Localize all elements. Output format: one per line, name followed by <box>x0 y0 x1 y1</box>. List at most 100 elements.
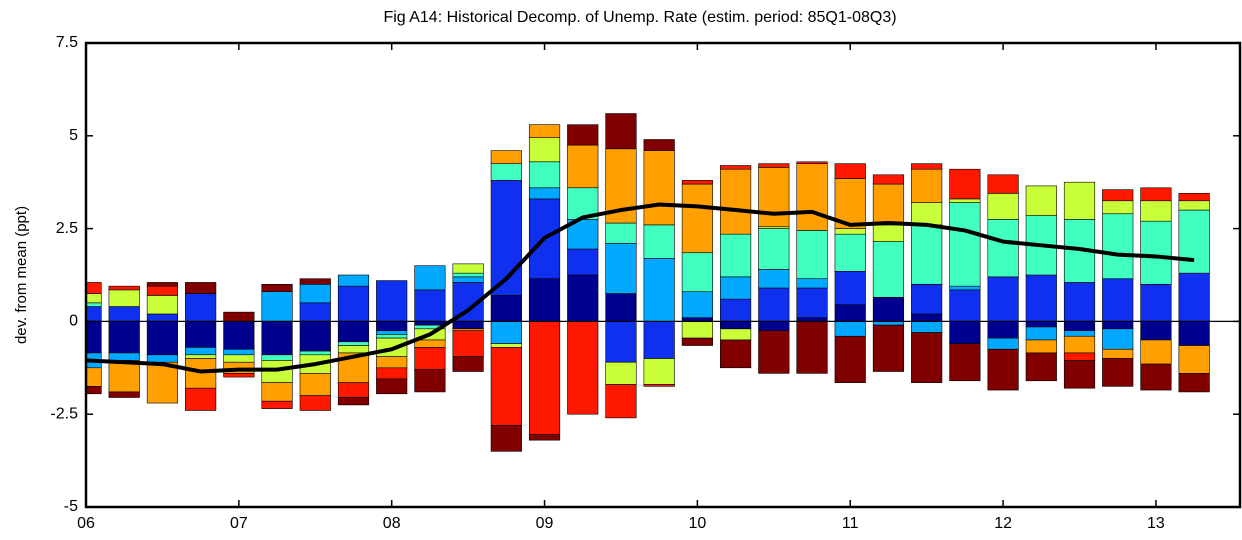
bar-segment <box>605 113 637 150</box>
bar-segment <box>452 356 484 372</box>
x-tick-label: 10 <box>688 515 706 532</box>
bar-segment <box>834 335 866 383</box>
bar-segment <box>796 321 828 374</box>
bar-segment <box>1178 200 1210 211</box>
bar-segment <box>146 321 179 356</box>
y-tick-label: -2.5 <box>50 405 78 422</box>
bar-segment <box>223 348 255 356</box>
bar-segment <box>872 224 905 242</box>
bar-segment <box>528 124 561 138</box>
bar-segment <box>758 330 790 374</box>
bar-segment <box>567 274 599 322</box>
y-tick-label: 7.5 <box>56 34 78 51</box>
bar-segment <box>720 328 752 341</box>
bar-segment <box>949 198 981 203</box>
bar-segment <box>414 347 446 370</box>
bar-segment <box>681 183 713 254</box>
bar-segment <box>261 283 293 293</box>
bar-segment <box>720 298 752 322</box>
bar-segment <box>758 287 790 322</box>
bar-segment <box>1102 358 1134 387</box>
bar-segment <box>490 295 522 322</box>
bar-segment <box>681 252 713 293</box>
bar-segment <box>185 358 217 389</box>
bar-segment <box>987 193 1019 220</box>
bar-segment <box>299 302 331 322</box>
x-tick-label: 11 <box>842 515 859 532</box>
bar-segment <box>1025 185 1057 216</box>
bar-segment <box>337 274 370 287</box>
bar-segment <box>987 174 1019 194</box>
bar-segment <box>720 168 752 235</box>
bar-segment <box>1140 363 1172 391</box>
x-tick-label: 06 <box>77 515 95 532</box>
bar-segment <box>1102 321 1134 330</box>
bar-segment <box>758 167 790 228</box>
bar-segment <box>605 384 637 419</box>
bar-segment <box>1140 200 1172 222</box>
bar-segment <box>872 241 905 298</box>
bar-segment <box>1063 352 1096 361</box>
bar-segment <box>567 124 599 146</box>
bar-segment <box>1063 335 1096 354</box>
bar-segment <box>643 257 675 322</box>
y-tick-label: -5 <box>64 498 78 515</box>
bar-segment <box>720 233 752 278</box>
bar-segment <box>643 384 675 387</box>
bar-segment <box>911 168 943 203</box>
bar-segment <box>872 324 905 372</box>
bar-segment <box>108 285 140 291</box>
bar-segment <box>796 278 828 289</box>
bar-segment <box>1063 330 1096 337</box>
bar-segment <box>452 330 484 357</box>
bar-segment <box>834 321 866 337</box>
x-tick-label: 09 <box>536 515 554 532</box>
bar-segment <box>528 187 561 200</box>
y-tick-label: 0 <box>69 313 78 330</box>
bar-segment <box>299 373 331 396</box>
bar-segment <box>1178 373 1210 393</box>
y-axis-title: dev. from mean (ppt) <box>13 206 30 344</box>
bar-segment <box>1178 345 1210 374</box>
bar-segment <box>376 321 408 331</box>
bar-segment <box>299 395 331 411</box>
bar-segment <box>108 306 140 322</box>
bar-segment <box>949 202 981 287</box>
bar-segment <box>911 313 943 322</box>
bar-segment <box>834 163 866 179</box>
bar-segment <box>834 304 866 322</box>
bar-segment <box>911 332 943 383</box>
bar-segment <box>720 321 752 330</box>
bar-segment <box>528 321 561 435</box>
bar-segment <box>414 369 446 393</box>
bar-segment <box>681 291 713 318</box>
bar-segment <box>223 373 255 378</box>
bar-segment <box>605 222 637 244</box>
bar-segment <box>1102 278 1134 322</box>
bar-segment <box>796 287 828 318</box>
bar-segment <box>1025 339 1057 354</box>
bar-segment <box>643 224 675 259</box>
bar-segment <box>299 283 331 304</box>
bar-segment <box>185 387 217 411</box>
bar-segment <box>185 282 217 294</box>
bar-segment <box>414 339 446 348</box>
bar-segment <box>1025 326 1057 341</box>
bar-segment <box>1063 321 1096 331</box>
bar-segment <box>605 321 637 363</box>
bar-segment <box>185 347 217 356</box>
bar-segment <box>1178 193 1210 202</box>
bar-segment <box>758 228 790 270</box>
bar-segment <box>1178 209 1210 274</box>
bar-segment <box>1025 352 1057 382</box>
bar-segment <box>567 144 599 189</box>
bar-segment <box>376 330 408 335</box>
bar-segment <box>911 283 943 315</box>
bar-segment <box>452 272 484 278</box>
bar-segment <box>108 360 140 393</box>
bar-segment <box>643 321 675 359</box>
bar-segment <box>528 434 561 441</box>
bar-segment <box>911 202 943 226</box>
bar-segment <box>834 228 866 235</box>
